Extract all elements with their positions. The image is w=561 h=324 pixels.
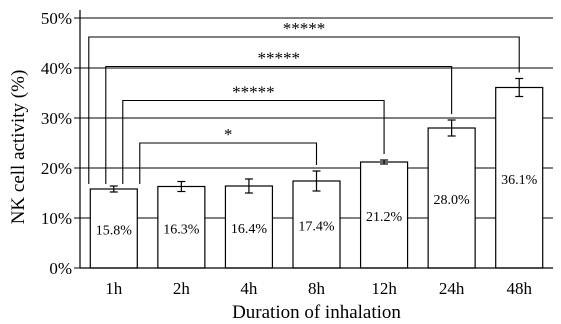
y-tick-label: 50% bbox=[41, 9, 72, 28]
data-label: 28.0% bbox=[434, 193, 471, 208]
axes bbox=[79, 10, 553, 269]
y-tick-labels: 0% 10% 20% 30% 40% 50% bbox=[41, 9, 72, 278]
y-tick-label: 30% bbox=[41, 109, 72, 128]
bars bbox=[89, 77, 544, 269]
x-tick-label: 2h bbox=[173, 279, 191, 298]
significance-bracket bbox=[139, 142, 318, 184]
y-tick-label: 10% bbox=[41, 209, 72, 228]
bar bbox=[224, 185, 274, 269]
bar bbox=[157, 185, 206, 269]
significance-bracket bbox=[122, 99, 385, 184]
data-label: 21.2% bbox=[366, 210, 403, 225]
data-label: 16.4% bbox=[231, 222, 268, 237]
data-label: 36.1% bbox=[501, 173, 538, 188]
y-tick-label: 0% bbox=[49, 259, 72, 278]
y-tick-label: 40% bbox=[41, 59, 72, 78]
significance-bracket bbox=[105, 65, 453, 184]
data-label: 16.3% bbox=[163, 222, 200, 237]
data-label: 15.8% bbox=[96, 224, 133, 239]
data-labels: 15.8% 16.3% 16.4% 17.4% 21.2% 28.0% 36.1% bbox=[96, 173, 538, 239]
x-tick-label: 48h bbox=[506, 279, 532, 298]
data-label: 17.4% bbox=[298, 220, 335, 235]
x-tick-label: 1h bbox=[105, 279, 123, 298]
bar bbox=[292, 180, 341, 269]
x-tick-label: 24h bbox=[439, 279, 465, 298]
x-tick-label: 4h bbox=[240, 279, 258, 298]
y-axis-title: NK cell activity (%) bbox=[8, 70, 29, 225]
significance-brackets: **************** bbox=[88, 19, 520, 184]
x-tick-label: 12h bbox=[371, 279, 397, 298]
bar bbox=[89, 188, 138, 269]
x-axis-title: Duration of inhalation bbox=[232, 302, 401, 323]
significance-bracket bbox=[88, 36, 520, 184]
significance-label: ***** bbox=[283, 19, 326, 38]
bar bbox=[495, 86, 544, 269]
significance-label: ***** bbox=[257, 49, 300, 68]
significance-label: * bbox=[224, 125, 233, 144]
significance-label: ***** bbox=[232, 83, 275, 102]
bar bbox=[427, 127, 476, 269]
y-tick-label: 20% bbox=[41, 159, 72, 178]
x-tick-labels: 1h 2h 4h 8h 12h 24h 48h bbox=[105, 279, 532, 298]
x-tick-label: 8h bbox=[308, 279, 326, 298]
